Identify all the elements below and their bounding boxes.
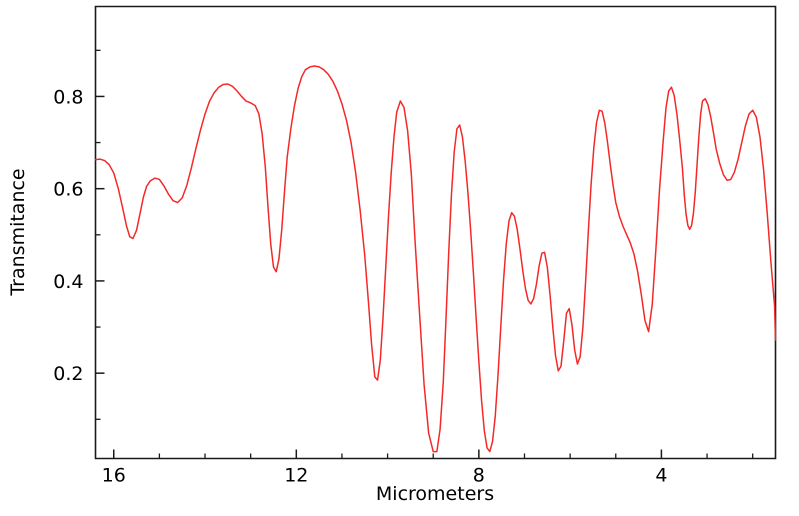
y-tick-label: 0.6 — [53, 179, 83, 201]
y-tick-label: 0.2 — [53, 363, 83, 385]
y-axis-major-ticks — [95, 95, 105, 374]
y-tick-label: 0.8 — [53, 86, 83, 108]
x-axis-tick-labels: 16 12 8 4 — [102, 465, 668, 487]
x-tick-label: 4 — [655, 465, 667, 487]
y-axis-tick-labels: 0.2 0.4 0.6 0.8 — [53, 86, 83, 385]
y-axis-minor-ticks — [95, 49, 101, 420]
spectrum-curve — [94, 65, 777, 453]
x-axis-title: Micrometers — [376, 483, 494, 505]
x-axis-major-ticks — [113, 449, 663, 459]
x-tick-label: 16 — [102, 465, 126, 487]
y-tick-label: 0.4 — [53, 271, 83, 293]
plot-frame — [94, 5, 777, 460]
x-tick-label: 12 — [284, 465, 308, 487]
x-axis-minor-ticks — [158, 453, 754, 459]
x-tick-label: 8 — [473, 465, 485, 487]
y-axis-title: Transmitance — [7, 168, 29, 296]
